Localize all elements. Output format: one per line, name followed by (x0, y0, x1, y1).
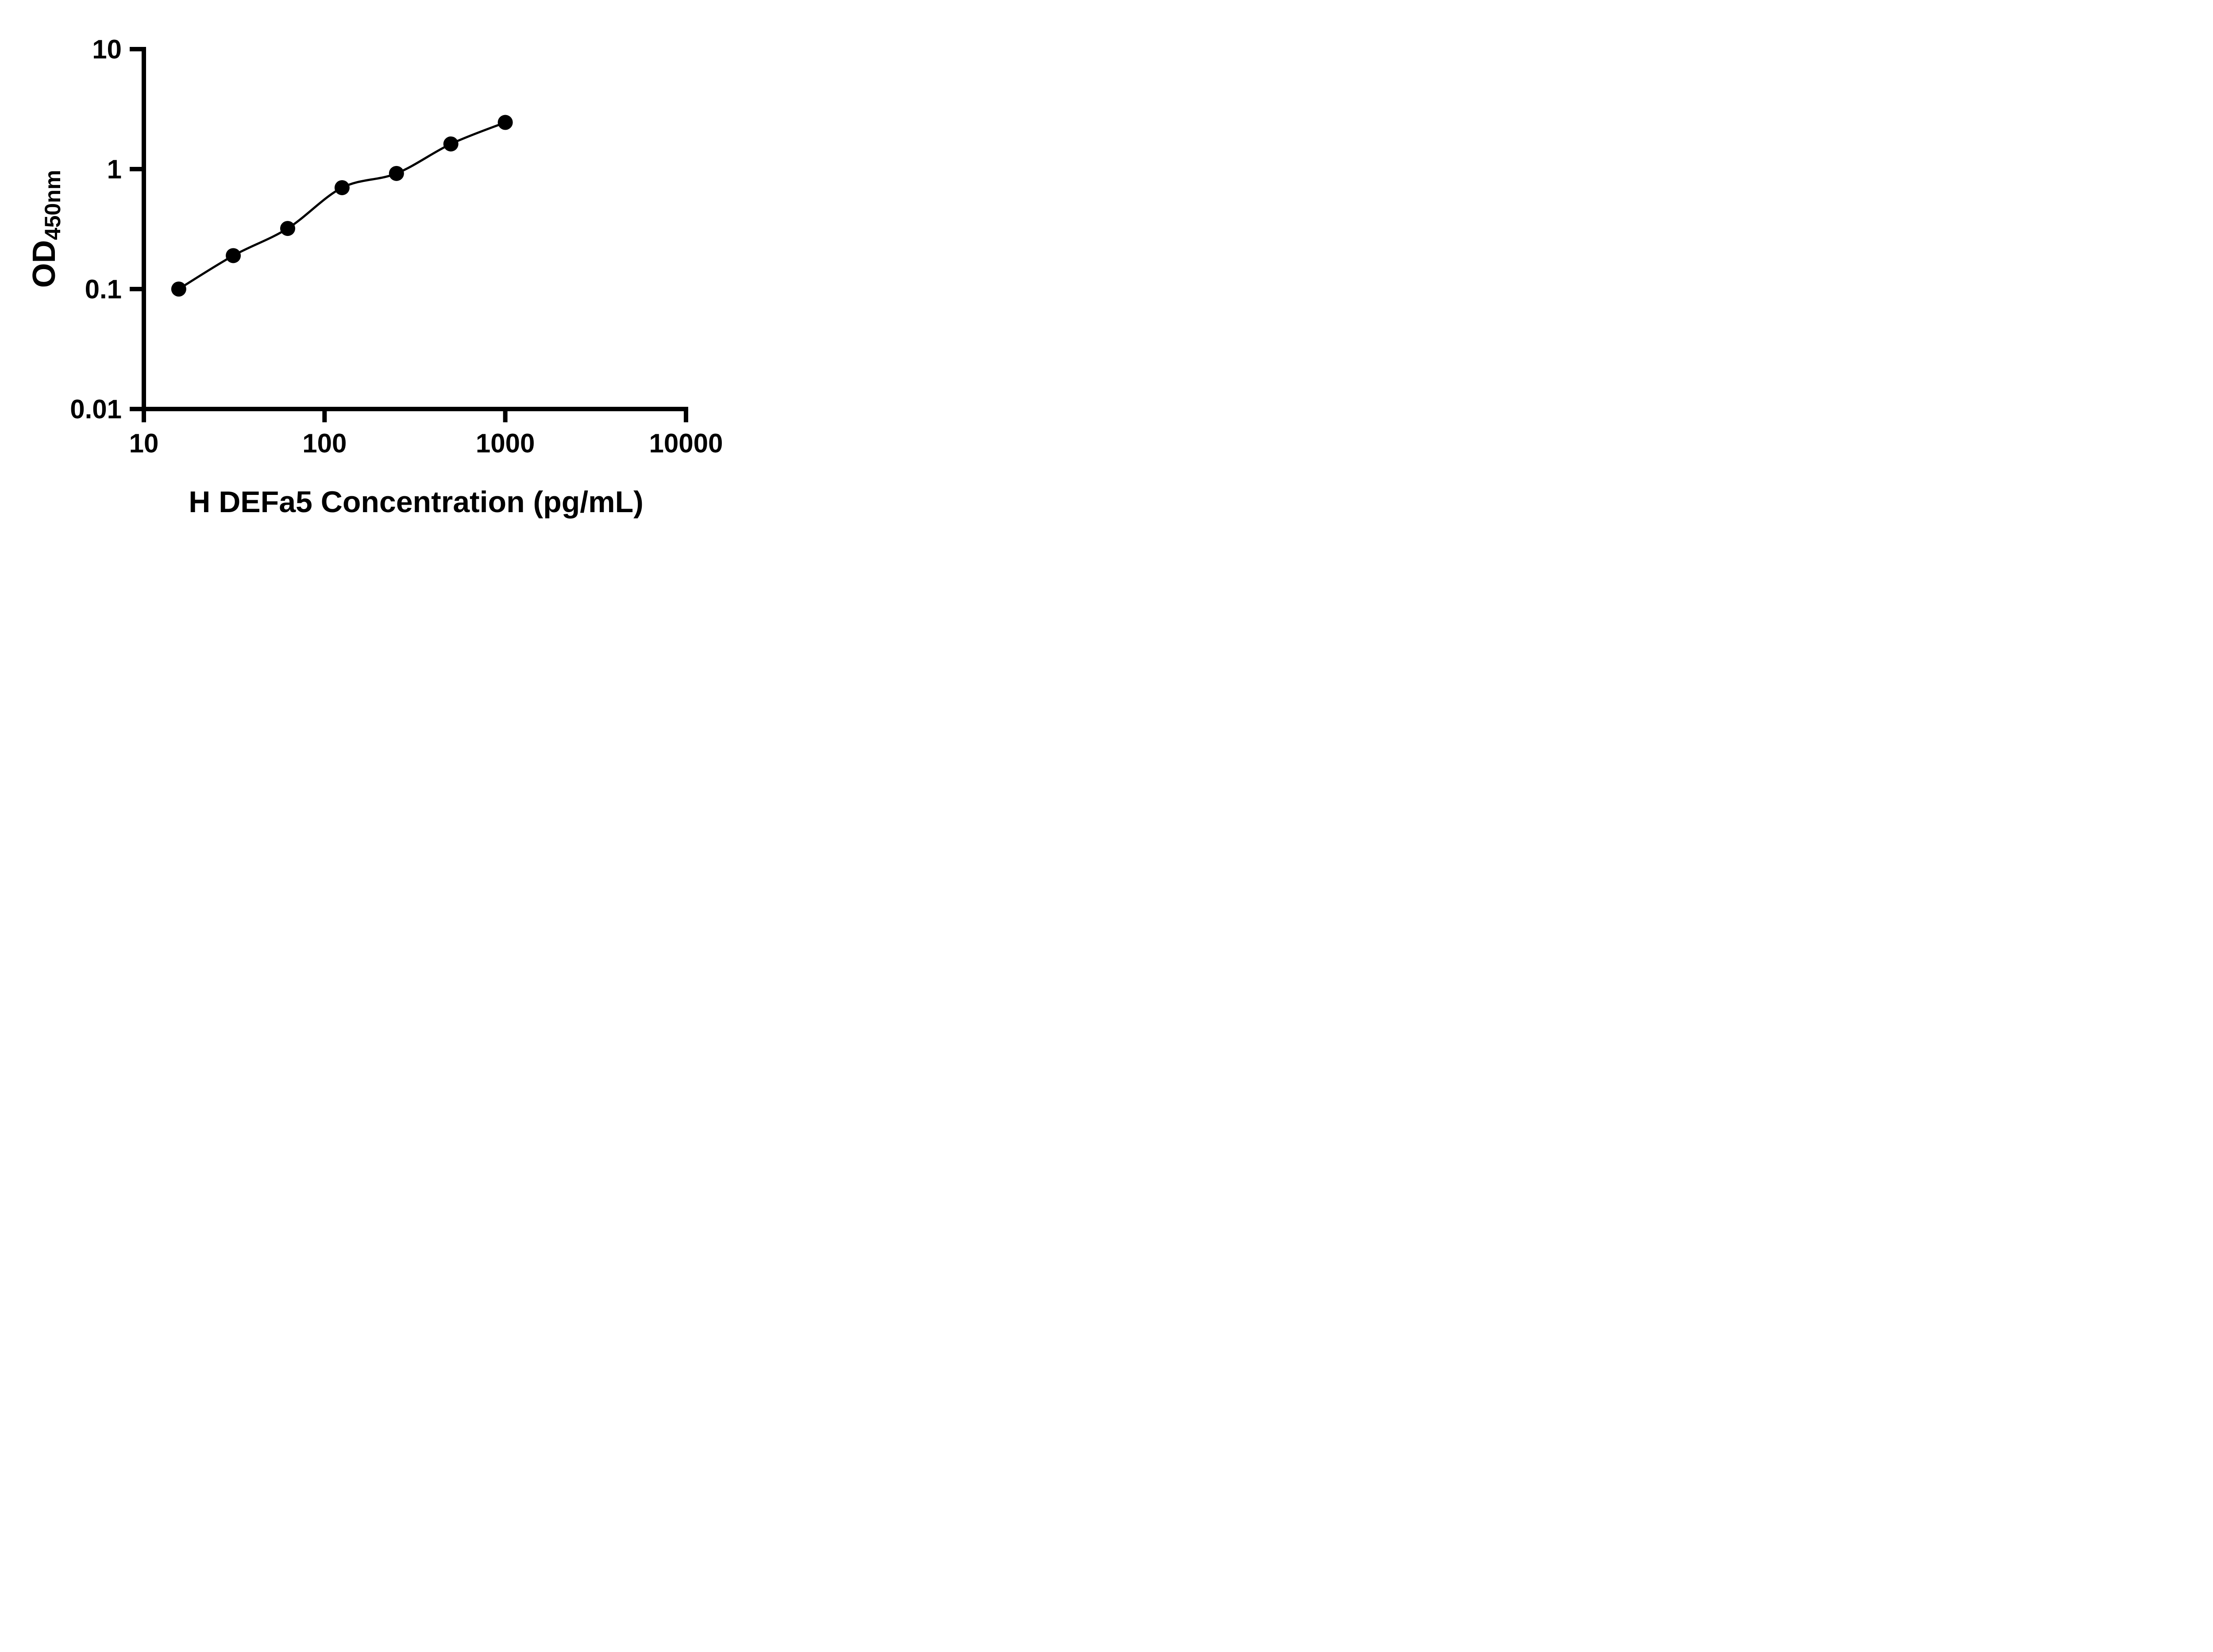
data-point (226, 248, 241, 263)
x-tick-label: 10000 (649, 428, 723, 458)
data-point (443, 136, 459, 152)
y-tick-label: 0.01 (70, 394, 122, 424)
y-tick-label: 0.1 (85, 274, 122, 304)
y-tick-label: 1 (107, 154, 122, 184)
y-tick-label: 10 (92, 35, 122, 64)
y-axis-title: OD450nm (26, 170, 65, 288)
data-point (334, 180, 350, 195)
data-point (389, 166, 404, 181)
x-tick-label: 100 (302, 428, 347, 458)
data-point (171, 282, 186, 297)
x-axis-title: H DEFa5 Concentration (pg/mL) (189, 485, 644, 519)
y-axis-title-main: OD (27, 240, 62, 288)
x-tick-label: 10 (129, 428, 159, 458)
data-point (280, 221, 295, 236)
data-point (497, 115, 513, 130)
x-tick-label: 1000 (476, 428, 535, 458)
y-axis-title-subscript: 450nm (40, 170, 65, 240)
chart-canvas: 10 100 1000 10000 0.01 0.1 1 10 (70, 35, 723, 458)
elisa-standard-curve-figure: 10 100 1000 10000 0.01 0.1 1 10 H DEFa5 Concent… (0, 0, 757, 551)
